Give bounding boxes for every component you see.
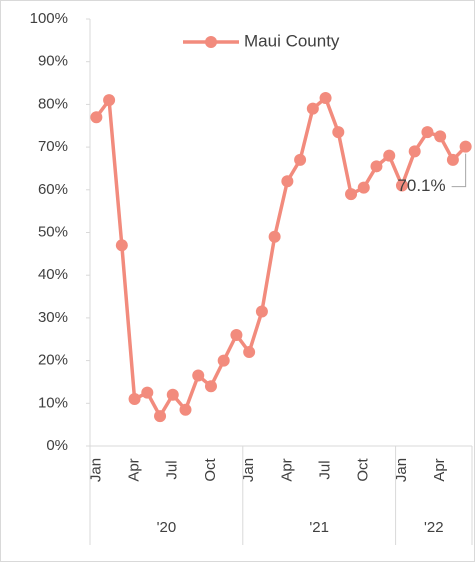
x-tick-label: Apr [431, 458, 448, 481]
x-tick-label: Jan [87, 458, 104, 482]
y-tick-label: 50% [38, 223, 68, 240]
point [446, 153, 459, 166]
point [166, 388, 179, 401]
y-tick-label: 70% [38, 138, 68, 155]
point [281, 175, 294, 188]
point [243, 346, 256, 359]
point [357, 181, 370, 194]
x-tick-label: Apr [126, 458, 143, 481]
x-tick-label: Jan [393, 458, 410, 482]
y-tick-label: 100% [30, 10, 68, 27]
point [370, 160, 383, 173]
point [103, 94, 116, 107]
group-label: '20 [157, 519, 177, 536]
point [319, 91, 332, 104]
y-tick-label: 90% [38, 53, 68, 70]
y-tick-label: 30% [38, 309, 68, 326]
point [434, 130, 447, 143]
point [179, 403, 192, 416]
point [141, 386, 154, 399]
point [383, 149, 396, 162]
point [421, 126, 434, 139]
point [306, 102, 319, 115]
point [255, 305, 268, 318]
point [268, 230, 281, 243]
point [90, 111, 103, 124]
y-tick-label: 20% [38, 352, 68, 369]
group-label: '22 [424, 519, 444, 536]
point [459, 140, 472, 153]
point [345, 188, 358, 201]
point [294, 153, 307, 166]
point [332, 126, 345, 139]
point [115, 239, 128, 252]
point [204, 380, 217, 393]
point [154, 410, 167, 423]
x-tick-label: Jan [240, 458, 257, 482]
x-tick-label: Oct [355, 458, 372, 482]
point [395, 179, 408, 192]
point [128, 393, 141, 406]
y-tick-label: 10% [38, 394, 68, 411]
x-tick-label: Jul [164, 460, 181, 479]
point [230, 328, 243, 341]
group-label: '21 [309, 519, 329, 536]
legend-label: Maui County [244, 31, 340, 50]
point [408, 145, 421, 158]
legend-marker [205, 36, 217, 48]
y-tick-label: 60% [38, 181, 68, 198]
point [192, 369, 205, 382]
x-tick-label: Jul [317, 460, 334, 479]
y-tick-label: 0% [46, 437, 68, 454]
data-label: 70.1% [397, 176, 445, 195]
x-tick-label: Oct [202, 458, 219, 482]
y-tick-label: 80% [38, 95, 68, 112]
x-tick-label: Apr [278, 458, 295, 481]
point [217, 354, 230, 367]
label-leader [451, 153, 467, 188]
y-tick-label: 40% [38, 266, 68, 283]
